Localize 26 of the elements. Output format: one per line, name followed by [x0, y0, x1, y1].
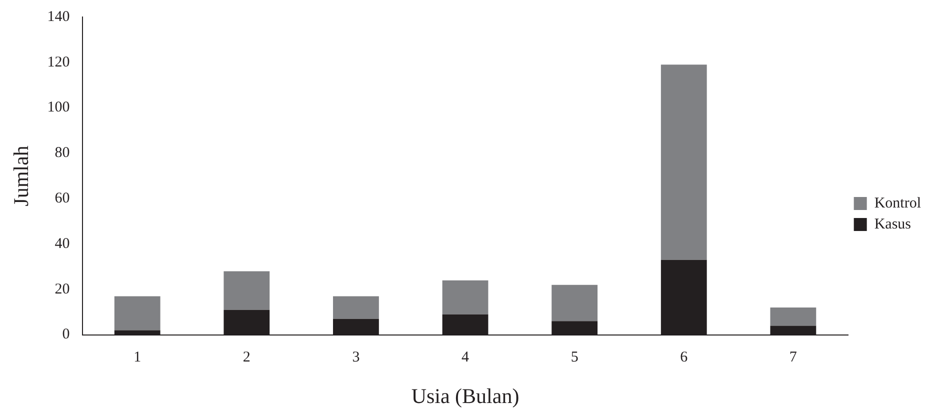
- y-tick-label: 120: [47, 54, 70, 70]
- x-tick-label: 3: [352, 350, 360, 366]
- bar: [660, 64, 707, 260]
- x-axis-title: Usia (Bulan): [411, 384, 520, 408]
- y-tick-label: 0: [62, 326, 70, 343]
- x-tick-label: 6: [680, 350, 688, 366]
- x-tick-label: 5: [570, 350, 578, 366]
- y-tick-label: 100: [47, 100, 70, 116]
- y-tick-label: 20: [54, 281, 70, 298]
- y-axis-title: Jumlah: [9, 145, 34, 206]
- bar: [552, 284, 598, 322]
- bar: [114, 296, 160, 330]
- bar: [333, 296, 379, 319]
- x-tick-label: 4: [462, 350, 470, 366]
- legend-label: Kasus: [874, 216, 912, 232]
- x-tick-label: 1: [134, 350, 142, 366]
- y-tick-label: 60: [54, 190, 70, 207]
- bar: [770, 308, 816, 326]
- y-tick-label: 140: [47, 8, 70, 25]
- bar: [442, 280, 488, 314]
- x-tick-label: 7: [789, 350, 798, 366]
- legend-label: Kontrol: [874, 195, 922, 212]
- bar: [224, 271, 270, 310]
- y-tick-label: 80: [54, 145, 70, 162]
- y-tick-label: 40: [54, 236, 70, 252]
- x-tick-label: 2: [242, 350, 250, 366]
